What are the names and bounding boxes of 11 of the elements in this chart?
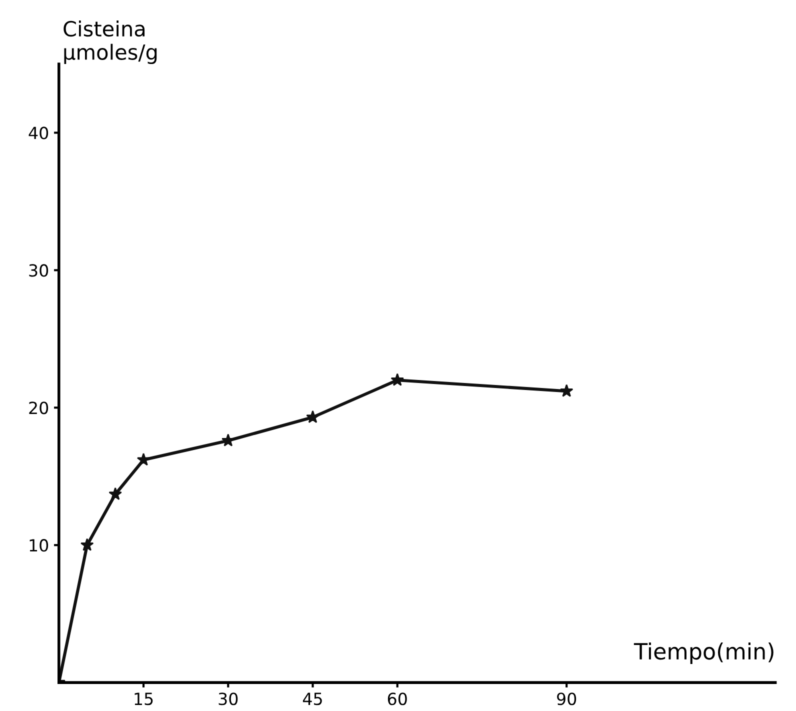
x-tick-label: 90	[557, 692, 576, 706]
x-tick-label: 60	[388, 692, 407, 706]
y-tick-label: 10	[30, 539, 48, 552]
x-axis-title: Tiempo(min)	[634, 642, 774, 664]
y-tick-label: 40	[28, 126, 48, 140]
y-tick-label: 20	[29, 402, 48, 414]
y-tick-label: 30	[29, 264, 48, 277]
x-tick-label: 45	[302, 692, 322, 706]
x-tick-label: 30	[218, 692, 238, 706]
x-tick-label: 15	[134, 692, 153, 706]
y-axis-title: Cisteina µmoles/g	[64, 20, 157, 64]
